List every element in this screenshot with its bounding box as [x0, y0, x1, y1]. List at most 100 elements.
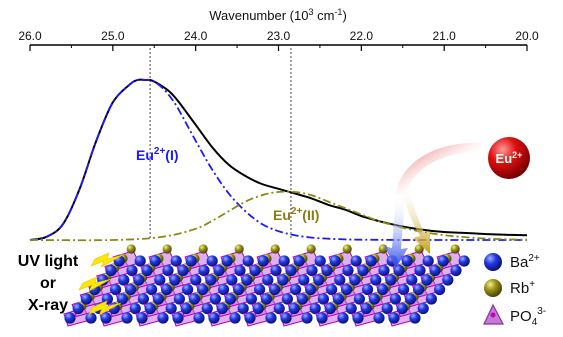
arrow-branch-gold — [400, 184, 430, 254]
ba-atom — [193, 312, 205, 324]
ba-atom — [182, 283, 194, 296]
ba-atom — [125, 283, 137, 296]
ba-atom — [149, 255, 161, 267]
ba-atom — [434, 283, 446, 296]
ba-atom — [221, 255, 233, 267]
ba-atom — [126, 264, 138, 277]
ba-atom — [429, 264, 441, 277]
x-axis-title: Wavenumber (103 cm-1) — [209, 7, 347, 23]
ba-atom — [353, 293, 365, 305]
ba-atom — [245, 293, 257, 305]
rb-atom — [306, 244, 316, 254]
ba-atom — [209, 293, 221, 305]
ba-atom — [342, 264, 354, 277]
ba-atom — [234, 264, 246, 277]
x-tick-label: 25.0 — [101, 29, 125, 43]
rb-atom — [414, 244, 424, 254]
ba-atom — [116, 293, 128, 305]
ba-atom — [249, 264, 261, 277]
ba-atom — [169, 274, 181, 286]
ba-atom — [281, 293, 293, 305]
ba-atom — [332, 293, 344, 305]
lattice-chain — [135, 244, 218, 327]
ba-atom — [362, 283, 374, 296]
ba-atom — [265, 312, 277, 324]
ba-atom — [421, 274, 433, 286]
ba-atom — [218, 283, 230, 296]
ba-atom — [173, 293, 185, 305]
spectrum-curves — [29, 78, 528, 242]
lattice-chain — [315, 244, 398, 327]
lattice-chain — [171, 244, 254, 327]
ba-atom — [341, 283, 353, 296]
ba-atom — [377, 283, 389, 296]
crystal-lattice-illustration — [63, 244, 470, 327]
ba-atom — [257, 255, 269, 267]
ba-atom — [425, 293, 437, 305]
x-tick-label: 24.0 — [184, 29, 208, 43]
energy-transfer-arrow — [384, 142, 486, 268]
ba-atom — [177, 264, 189, 277]
ba-atom — [321, 264, 333, 277]
rb-atom — [234, 244, 244, 254]
ba-atom — [254, 283, 266, 296]
ba-atom — [134, 255, 146, 267]
ba-atom — [350, 255, 362, 267]
ba-atom — [208, 312, 220, 324]
x-tick-label: 21.0 — [432, 29, 456, 43]
ba-atom — [285, 264, 297, 277]
lattice-chain — [279, 244, 362, 327]
rb-atom — [450, 244, 460, 254]
uv-label-line2: or — [40, 275, 56, 292]
ba-atom — [224, 293, 236, 305]
ba-atom — [105, 264, 117, 277]
ba-atom — [190, 274, 202, 286]
rb-atom — [342, 244, 352, 254]
ba-atom — [378, 264, 390, 277]
lightning-bolts — [78, 252, 124, 316]
x-axis: Wavenumber (103 cm-1) 26.0 25.0 24.0 23.0 22… — [18, 7, 539, 51]
ba-atom — [201, 302, 213, 315]
legend-label: PO43- — [510, 306, 546, 328]
x-tick-label: 20.0 — [515, 29, 539, 43]
legend-item: PO43- — [483, 303, 546, 328]
legend-item: Rb+ — [484, 279, 535, 297]
ba-atom — [413, 283, 425, 296]
rb-atom — [198, 244, 208, 254]
ba-atom — [373, 312, 385, 324]
legend-sphere-icon — [484, 253, 502, 271]
lattice-chain — [207, 244, 290, 327]
eu-ion-icon — [488, 137, 530, 179]
ba-atom — [401, 255, 413, 267]
x-tick-label: 26.0 — [18, 29, 42, 43]
lightning-bolt-icon — [78, 276, 112, 292]
ba-atom — [417, 302, 429, 315]
peak-guide-lines — [149, 48, 292, 240]
ba-atom — [241, 274, 253, 286]
ba-atom — [381, 302, 393, 315]
x-tick-label: 22.0 — [350, 29, 374, 43]
ba-atom — [242, 255, 254, 267]
ba-atom — [152, 293, 164, 305]
ba-atom — [337, 312, 349, 324]
legend-label: Ba2+ — [510, 253, 540, 271]
ba-atom — [316, 312, 328, 324]
ba-atom — [450, 264, 462, 277]
legend-label: Rb+ — [510, 279, 535, 297]
ba-atom — [146, 283, 158, 296]
ba-atom — [437, 255, 449, 267]
ba-atom — [349, 274, 361, 286]
ba-atom — [229, 312, 241, 324]
ba-atom — [118, 274, 130, 286]
ba-atom — [422, 255, 434, 267]
rb-atom — [270, 244, 280, 254]
site-label-eu-i: Eu2+(I) — [136, 146, 179, 163]
ba-atom — [406, 274, 418, 286]
lightning-bolt-icon — [90, 252, 124, 268]
ba-atom — [314, 255, 326, 267]
ba-atom — [216, 302, 228, 315]
ba-atom — [306, 264, 318, 277]
ba-atom — [385, 274, 397, 286]
ba-atom — [290, 283, 302, 296]
ba-atom — [313, 274, 325, 286]
